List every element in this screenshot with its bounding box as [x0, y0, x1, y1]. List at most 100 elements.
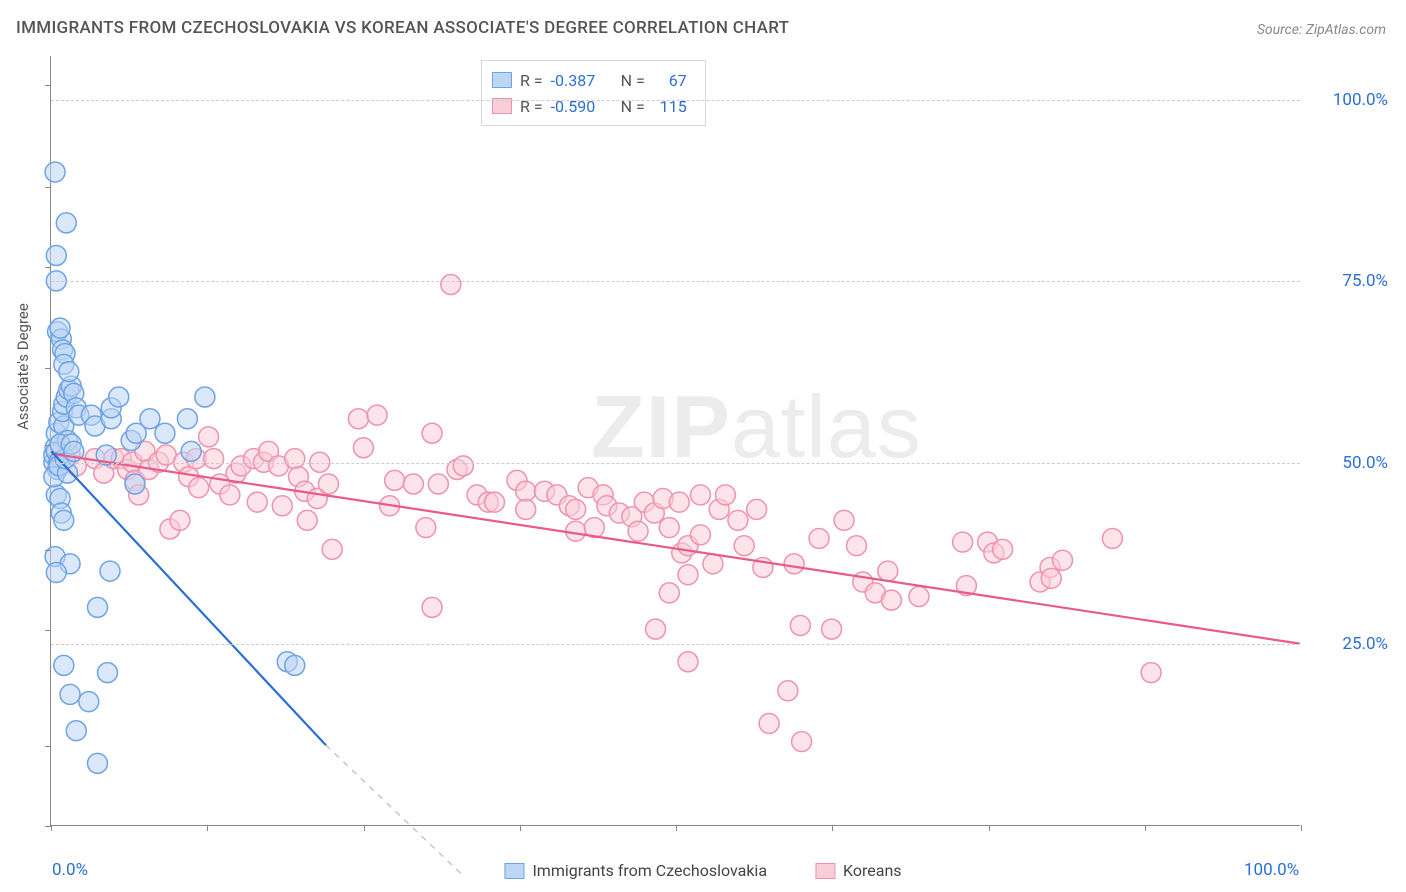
x-tick: [51, 825, 52, 831]
data-point: [422, 597, 442, 617]
y-tick-label: 75.0%: [1342, 271, 1388, 291]
data-point: [195, 387, 215, 407]
data-point: [297, 510, 317, 530]
data-point: [703, 554, 723, 574]
stat-n-value: 67: [653, 71, 687, 90]
y-tick: [45, 746, 51, 747]
data-point: [747, 499, 767, 519]
data-point: [659, 518, 679, 538]
data-point: [272, 496, 292, 516]
data-point: [690, 485, 710, 505]
data-point: [367, 405, 387, 425]
data-point: [809, 528, 829, 548]
y-tick-label: 50.0%: [1342, 453, 1388, 473]
data-point: [189, 478, 209, 498]
x-tick: [1145, 825, 1146, 831]
data-point: [285, 449, 305, 469]
data-point: [1141, 663, 1161, 683]
data-point: [59, 362, 79, 382]
stats-row: R = -0.387 N = 67: [492, 67, 687, 93]
stat-r-value: -0.387: [551, 71, 613, 90]
y-tick: [45, 187, 51, 188]
y-tick: [45, 445, 51, 446]
chart-svg: [51, 56, 1300, 825]
data-point: [109, 387, 129, 407]
data-point: [516, 481, 536, 501]
data-point: [385, 470, 405, 490]
data-point: [453, 456, 473, 476]
data-point: [953, 532, 973, 552]
gridline: [51, 644, 1300, 645]
data-point: [1102, 528, 1122, 548]
data-point: [403, 474, 423, 494]
data-point: [678, 652, 698, 672]
data-point: [728, 510, 748, 530]
data-point: [790, 616, 810, 636]
stats-box: R = -0.387 N = 67 R =-0.590N =115: [481, 60, 706, 126]
x-tick: [832, 825, 833, 831]
data-point: [881, 590, 901, 610]
data-point: [353, 438, 373, 458]
x-tick: [207, 825, 208, 831]
data-point: [46, 563, 66, 583]
data-point: [678, 565, 698, 585]
legend-item: Koreans: [815, 861, 902, 880]
gridline: [51, 100, 1300, 101]
trend-line-extrapolated: [326, 745, 463, 876]
y-tick: [45, 368, 51, 369]
data-point: [759, 713, 779, 733]
data-point: [428, 474, 448, 494]
data-point: [566, 521, 586, 541]
data-point: [566, 499, 586, 519]
legend-swatch: [815, 863, 835, 879]
stat-r-label: R =: [520, 71, 543, 90]
y-tick: [45, 630, 51, 631]
data-point: [54, 655, 74, 675]
bottom-legend: Immigrants from Czechoslovakia Koreans: [504, 861, 901, 880]
data-point: [56, 213, 76, 233]
plot-area: ZIPatlas R =-0.387N =67R =-0.590N =115: [50, 56, 1300, 826]
data-point: [46, 246, 66, 266]
x-tick: [364, 825, 365, 831]
data-point: [734, 536, 754, 556]
data-point: [659, 583, 679, 603]
y-tick: [45, 550, 51, 551]
data-point: [220, 485, 240, 505]
data-point: [792, 732, 812, 752]
y-tick-label: 100.0%: [1333, 90, 1388, 110]
data-point: [177, 409, 197, 429]
x-tick: [989, 825, 990, 831]
data-point: [66, 721, 86, 741]
data-point: [646, 619, 666, 639]
stat-n-label: N =: [621, 71, 645, 90]
data-point: [88, 753, 108, 773]
data-point: [79, 692, 99, 712]
data-point: [628, 521, 648, 541]
y-axis-label: Associate's Degree: [14, 303, 32, 430]
data-point: [441, 275, 461, 295]
data-point: [690, 525, 710, 545]
x-tick: [676, 825, 677, 831]
data-point: [54, 510, 74, 530]
data-point: [784, 554, 804, 574]
data-point: [422, 423, 442, 443]
data-point: [125, 474, 145, 494]
legend-label: Koreans: [843, 861, 902, 880]
data-point: [715, 485, 735, 505]
data-point: [1041, 568, 1061, 588]
y-tick: [45, 85, 51, 86]
data-point: [60, 684, 80, 704]
data-point: [247, 492, 267, 512]
data-point: [416, 518, 436, 538]
stats-row: R =-0.590N =115: [492, 93, 687, 119]
y-tick-label: 25.0%: [1342, 634, 1388, 654]
data-point: [88, 597, 108, 617]
data-point: [140, 409, 160, 429]
data-point: [199, 427, 219, 447]
data-point: [669, 492, 689, 512]
data-point: [98, 663, 118, 683]
data-point: [834, 510, 854, 530]
x-tick-label: 100.0%: [1244, 860, 1299, 880]
legend-label: Immigrants from Czechoslovakia: [532, 861, 767, 880]
data-point: [878, 561, 898, 581]
